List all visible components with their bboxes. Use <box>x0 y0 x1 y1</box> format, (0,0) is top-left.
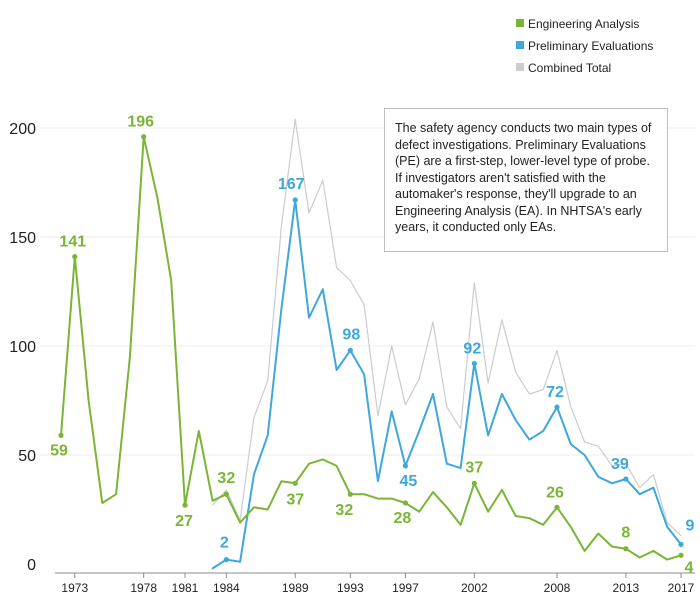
data-point-marker <box>471 360 477 367</box>
data-point-marker <box>554 404 560 410</box>
data-point-marker <box>347 491 353 497</box>
data-label: 32 <box>335 502 353 519</box>
data-label: 167 <box>278 176 305 193</box>
data-labels: 59 141 196 27 32 37 32 28 37 26 8 4 2 167 98 45 92 72 39 9 <box>50 114 694 577</box>
data-label: 141 <box>59 234 86 251</box>
data-point-marker <box>678 541 684 547</box>
x-tick-label: 2002 <box>461 581 488 595</box>
legend-swatch <box>516 41 524 49</box>
data-label: 98 <box>342 326 360 343</box>
x-tick-label: 1984 <box>213 581 240 595</box>
data-point-marker <box>402 463 409 469</box>
data-point-marker <box>141 134 147 140</box>
y-tick-label: 150 <box>9 230 36 247</box>
combined-total-line <box>212 118 682 537</box>
data-label: 37 <box>286 491 304 508</box>
legend-label: Combined Total <box>528 61 611 75</box>
data-label: 4 <box>685 559 694 576</box>
x-tick-label: 2008 <box>544 581 571 595</box>
data-label: 2 <box>220 535 229 552</box>
annotation-box: The safety agency conducts two main type… <box>384 108 668 252</box>
x-tick-label: 1989 <box>282 581 309 595</box>
legend-swatch <box>516 19 524 27</box>
data-label: 92 <box>463 340 481 357</box>
data-label: 32 <box>217 470 235 487</box>
legend-label: Preliminary Evaluations <box>528 39 653 53</box>
x-tick-label: 1973 <box>61 581 88 595</box>
data-point-marker <box>58 432 64 438</box>
x-tick-label: 1993 <box>337 581 364 595</box>
data-point-marker <box>623 546 629 552</box>
data-point-marker <box>223 491 229 497</box>
series-lines <box>60 118 682 570</box>
x-tick-label: 2017 <box>668 581 695 595</box>
data-point-marker <box>223 557 229 563</box>
data-point-marker <box>623 476 629 482</box>
data-point-marker <box>182 502 188 508</box>
data-point-marker <box>554 504 560 510</box>
data-label: 9 <box>686 517 695 534</box>
data-point-marker <box>678 552 684 558</box>
annotation-text: The safety agency conducts two main type… <box>395 121 652 234</box>
data-point-marker <box>471 480 477 486</box>
data-label: 196 <box>127 114 154 131</box>
data-label: 27 <box>175 513 193 530</box>
y-tick-label: 0 <box>27 557 36 574</box>
data-point-marker <box>347 347 353 353</box>
legend-label: Engineering Analysis <box>528 17 639 31</box>
y-tick-label: 100 <box>9 339 36 356</box>
data-label: 28 <box>394 510 412 527</box>
data-label: 26 <box>546 484 564 501</box>
x-tick-label: 1997 <box>392 581 419 595</box>
x-tick-label: 1981 <box>172 581 199 595</box>
y-tick-label: 50 <box>18 448 36 465</box>
data-point-marker <box>292 197 298 203</box>
legend-swatch <box>516 63 524 71</box>
data-point-marker <box>72 254 78 260</box>
x-tick-label: 1978 <box>130 581 157 595</box>
data-label: 45 <box>400 473 418 490</box>
axes: 0 50 100 150 200 1973 1978 1981 1984 1989 1993 1997… <box>9 121 695 595</box>
data-label: 39 <box>611 456 629 473</box>
x-tick-label: 2013 <box>613 581 640 595</box>
engineering-analysis-line <box>60 135 682 561</box>
legend: Engineering Analysis Preliminary Evaluati… <box>516 17 653 75</box>
data-label: 37 <box>465 459 483 476</box>
data-label: 8 <box>621 525 630 542</box>
data-point-marker <box>402 500 409 506</box>
data-label: 72 <box>546 384 564 401</box>
data-label: 59 <box>50 442 68 459</box>
preliminary-evaluations-line <box>211 198 682 570</box>
y-tick-label: 200 <box>9 121 36 138</box>
data-point-marker <box>292 480 298 486</box>
